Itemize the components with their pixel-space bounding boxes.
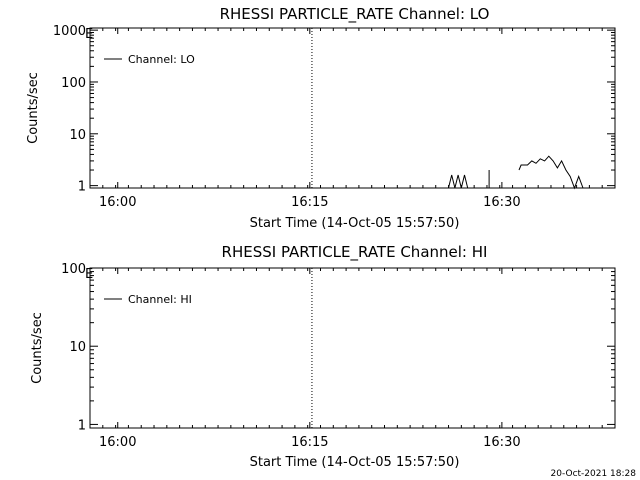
y-tick-label: 100 — [61, 262, 86, 277]
chart-title: RHESSI PARTICLE_RATE Channel: LO — [220, 5, 490, 24]
chart-title: RHESSI PARTICLE_RATE Channel: HI — [222, 243, 488, 262]
plot-frame — [89, 27, 616, 189]
x-tick-label: 16:00 — [99, 195, 136, 210]
legend-label: Channel: LO — [128, 53, 195, 66]
x-tick-label: 16:30 — [483, 195, 520, 210]
panel-lo: RHESSI PARTICLE_RATE Channel: LO 16:00 16:… — [26, 5, 616, 231]
plot-frame — [89, 267, 616, 429]
x-axis-label: Start Time (14-Oct-05 15:57:50) — [250, 216, 460, 231]
y-axis-label: Counts/sec — [26, 72, 41, 144]
y-tick-label: 1 — [78, 180, 86, 195]
left-edge-marker-label: E — [85, 267, 93, 282]
series-line — [448, 174, 469, 189]
x-tick-label: 16:00 — [99, 435, 136, 450]
y-tick-label: 10 — [69, 128, 86, 143]
y-tick-label: 1 — [78, 418, 86, 433]
y-tick-label: 10 — [69, 340, 86, 355]
left-edge-marker-label: E — [85, 27, 93, 42]
legend-label: Channel: HI — [128, 293, 192, 306]
x-tick-label: 16:15 — [291, 195, 328, 210]
series-line — [518, 155, 584, 190]
x-tick-label: 16:15 — [291, 435, 328, 450]
y-axis-label: Counts/sec — [30, 312, 45, 384]
panel-hi: RHESSI PARTICLE_RATE Channel: HI 16:00 16:… — [30, 243, 616, 470]
timestamp: 20-Oct-2021 18:28 — [551, 469, 637, 479]
x-axis-label: Start Time (14-Oct-05 15:57:50) — [250, 455, 460, 470]
x-tick-label: 16:30 — [483, 435, 520, 450]
y-tick-label: 1000 — [53, 24, 86, 39]
y-tick-label: 100 — [61, 76, 86, 91]
